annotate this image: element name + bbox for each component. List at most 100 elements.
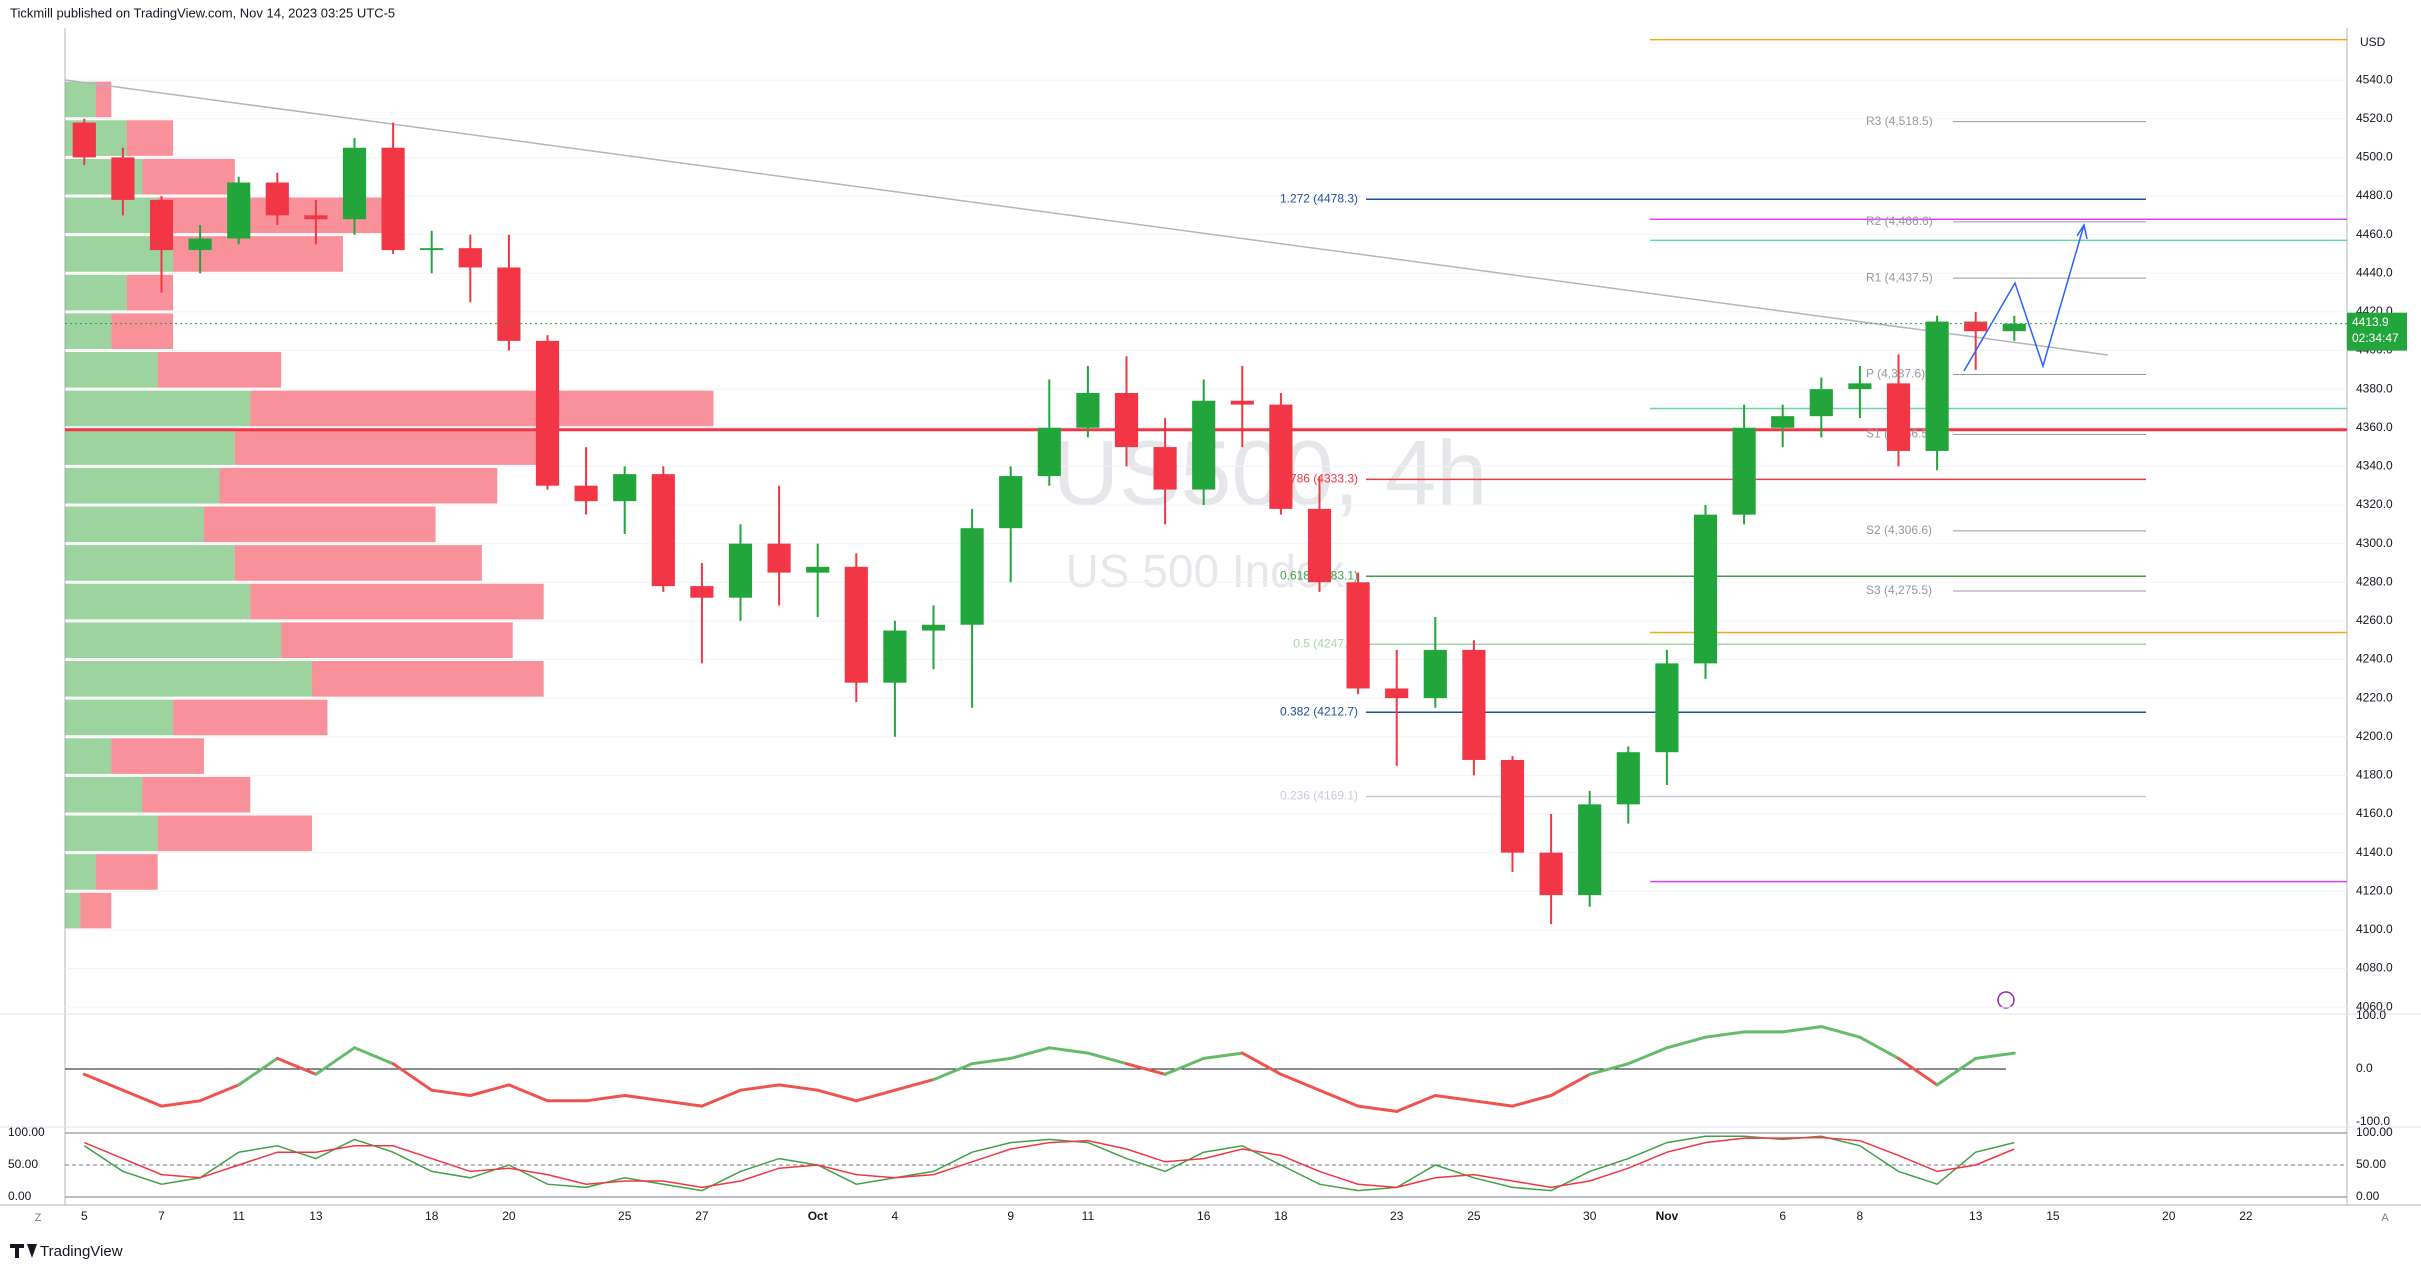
osc-line [391, 1062, 434, 1092]
candle-body [1076, 393, 1100, 428]
candle-body [1771, 416, 1795, 428]
volume-down [95, 81, 112, 118]
volume-up [65, 622, 282, 659]
volume-up [65, 738, 112, 774]
candle-body [1307, 508, 1332, 583]
volume-down [126, 120, 174, 156]
candle-body [651, 474, 675, 587]
fib-label: 0.236 (4169.1) [1280, 789, 1358, 803]
candle-body [1925, 321, 1949, 451]
candle-body [149, 199, 174, 251]
candle-body [1346, 582, 1370, 689]
volume-down [173, 699, 328, 736]
osc-line [1279, 1072, 1321, 1092]
candle-body [535, 340, 560, 486]
candle-body [999, 476, 1023, 529]
candle-body [2002, 323, 2026, 332]
scale-button[interactable]: Z [35, 1212, 42, 1224]
volume-up [65, 661, 313, 697]
candle-body [1192, 400, 1216, 490]
y-tick-label: 4160.0 [2356, 806, 2393, 820]
pivot-label: S3 (4,275.5) [1866, 583, 1932, 597]
y-tick-label: 4520.0 [2356, 111, 2393, 125]
volume-down [219, 467, 498, 504]
stoch-tick-label-left: 0.00 [8, 1189, 32, 1203]
osc-line [314, 1046, 356, 1076]
source: Tickmill published on TradingView.com, N… [10, 5, 395, 20]
candle-body [960, 528, 984, 625]
brand-logo [10, 1244, 37, 1258]
candle-body [227, 182, 251, 239]
x-tick-label: 5 [81, 1209, 88, 1223]
osc-line [1125, 1062, 1167, 1076]
x-tick-label: 20 [502, 1209, 516, 1223]
x-tick-label: 11 [1082, 1209, 1095, 1223]
y-tick-label: 4120.0 [2356, 883, 2393, 897]
candle-body [1578, 804, 1602, 896]
volume-up [65, 892, 81, 929]
last-price-label: 4413.9 [2352, 315, 2389, 329]
volume-up [65, 776, 143, 813]
osc-line [1588, 1062, 1630, 1076]
candle-body [1114, 393, 1139, 448]
candle-body [497, 267, 521, 341]
osc-line [970, 1056, 1013, 1066]
candle-body [1732, 427, 1756, 515]
volume-down [157, 352, 282, 388]
volume-up [65, 815, 158, 852]
candle-body [806, 566, 830, 573]
osc-line [1472, 1099, 1514, 1108]
volume-down [142, 158, 235, 195]
volume-up [65, 274, 127, 311]
y-tick-label: 4340.0 [2356, 459, 2393, 473]
scale-button[interactable]: A [2381, 1212, 2389, 1224]
osc-line [1858, 1035, 1900, 1060]
y-tick-label: 4140.0 [2356, 845, 2393, 859]
projection [1963, 224, 2085, 372]
candle-body [304, 215, 328, 220]
candle-body [767, 543, 791, 573]
x-tick-label: 25 [1467, 1209, 1481, 1223]
osc-line [1240, 1051, 1283, 1076]
osc-line [854, 1088, 897, 1103]
candle-body [1230, 400, 1254, 405]
candle-body [1423, 649, 1447, 699]
osc-line [1318, 1088, 1360, 1108]
fib-label: 0.382 (4212.7) [1280, 704, 1358, 718]
candle-body [458, 248, 482, 268]
y-tick-label: 4380.0 [2356, 381, 2393, 395]
volume-up [65, 467, 220, 504]
osc-line [1202, 1051, 1244, 1060]
candle-body [342, 147, 367, 220]
osc-line [1897, 1056, 1939, 1087]
osc-line [1819, 1025, 1862, 1039]
candle-body [1616, 752, 1640, 805]
osc-line [1626, 1046, 1669, 1066]
y-tick-label: 4280.0 [2356, 574, 2393, 588]
y-tick-label: 4100.0 [2356, 922, 2393, 936]
pivot-label: R1 (4,437.5) [1866, 270, 1933, 284]
volume-down [234, 429, 544, 465]
stoch-tick-label-left: 50.00 [8, 1157, 38, 1171]
osc-line [160, 1099, 202, 1108]
candle-body [265, 182, 289, 216]
fib-label: 0.5 (4247.9) [1293, 636, 1358, 650]
x-tick-label: 18 [425, 1209, 439, 1223]
last-price-box [2347, 312, 2407, 351]
osc-line [82, 1072, 125, 1092]
osc-line [816, 1088, 858, 1103]
volume-up [65, 390, 251, 427]
candle-body [1655, 663, 1679, 753]
candle-body [72, 122, 96, 158]
x-tick-label: 20 [2162, 1209, 2176, 1223]
volume-up [65, 81, 96, 118]
candle-body [883, 630, 907, 683]
stoch-tick-label: 0.00 [2356, 1189, 2380, 1203]
candle-body [111, 157, 135, 200]
x-tick-label: 4 [892, 1209, 899, 1223]
event-icon[interactable] [1997, 991, 2015, 1009]
volume-down [111, 313, 174, 350]
brand-name: TradingView [40, 1243, 123, 1260]
x-tick-label: Nov [1656, 1209, 1679, 1223]
